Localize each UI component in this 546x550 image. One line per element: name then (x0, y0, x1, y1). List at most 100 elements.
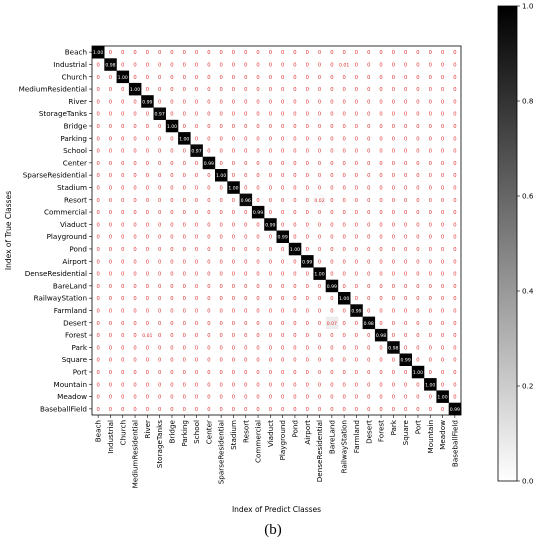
cell-value-label: 0 (121, 173, 124, 179)
cell-value-label: 0 (109, 161, 112, 167)
heatmap-cell (288, 242, 302, 256)
cell-value-label: 0 (146, 87, 149, 93)
cell-value-label: 0 (195, 308, 198, 314)
cell-value-label: 0 (281, 210, 284, 216)
cell-value-label: 0 (330, 407, 333, 413)
cell-value-label: 0 (269, 99, 272, 105)
cell-value-label: 0 (281, 136, 284, 142)
cell-value-label: 0 (318, 62, 321, 68)
cell-value-label: 0.97 (155, 112, 165, 118)
cell-value-label: 0 (256, 284, 259, 290)
cell-value-label: 0 (269, 259, 272, 265)
cell-value-label: 0 (133, 284, 136, 290)
cell-value-label: 0 (392, 161, 395, 167)
cell-value-label: 0 (244, 370, 247, 376)
cell-value-label: 0 (367, 259, 370, 265)
heatmap-cell (104, 58, 117, 71)
cell-value-label: 0 (269, 210, 272, 216)
cell-value-label: 0 (441, 75, 444, 81)
cell-value-label: 0 (256, 247, 259, 253)
cell-value-label: 0 (355, 247, 358, 253)
cell-value-label: 0 (207, 321, 210, 327)
cell-value-label: 0 (219, 382, 222, 388)
x-tick-label: Forest (377, 420, 386, 442)
cell-value-label: 0 (146, 382, 149, 388)
y-tick-label: Farmland (54, 306, 87, 315)
cell-value-label: 0 (318, 284, 321, 290)
cell-value-label: 0 (453, 345, 456, 351)
cell-value-label: 0 (158, 407, 161, 413)
cell-value-label: 0 (355, 333, 358, 339)
cell-value-label: 0 (379, 222, 382, 228)
cell-value-label: 0 (244, 333, 247, 339)
cell-value-label: 0 (306, 124, 309, 130)
cell-value-label: 0 (109, 87, 112, 93)
cell-value-label: 0 (441, 210, 444, 216)
cell-value-label: 0 (232, 247, 235, 253)
cell-value-label: 0 (121, 333, 124, 339)
cell-value-label: 0 (256, 296, 259, 302)
cell-value-label: 0 (109, 185, 112, 191)
cell-value-label: 0 (306, 112, 309, 118)
cell-value-label: 0 (404, 173, 407, 179)
cell-value-label: 0 (318, 222, 321, 228)
cell-value-label: 0 (219, 75, 222, 81)
cell-value-label: 0 (306, 382, 309, 388)
cell-value-label: 0 (429, 272, 432, 278)
cell-value-label: 0 (342, 370, 345, 376)
cell-value-label: 0 (256, 358, 259, 364)
cell-value-label: 0 (244, 62, 247, 68)
cell-value-label: 0 (183, 247, 186, 253)
matrix-frame (91, 45, 462, 416)
cell-value-label: 0 (109, 222, 112, 228)
cell-value-label: 0 (330, 185, 333, 191)
cell-value-label: 0 (170, 272, 173, 278)
cell-value-label: 0 (318, 358, 321, 364)
cell-value-label: 0 (318, 210, 321, 216)
cell-value-label: 0 (146, 112, 149, 118)
cell-value-label: 0 (281, 259, 284, 265)
cell-value-label: 0 (195, 161, 198, 167)
cell-value-label: 0 (244, 296, 247, 302)
cell-value-label: 0 (170, 173, 173, 179)
cell-value-label: 0 (195, 321, 198, 327)
cell-value-label: 0 (281, 284, 284, 290)
heatmap-cell (338, 58, 351, 71)
heatmap-cell (325, 316, 339, 330)
cell-value-label: 0 (453, 382, 456, 388)
cell-value-label: 0 (207, 395, 210, 401)
cell-value-label: 0 (281, 321, 284, 327)
cell-value-label: 0 (367, 247, 370, 253)
cell-value-label: 0 (146, 370, 149, 376)
cell-value-label: 0 (392, 222, 395, 228)
cell-value-label: 0 (293, 296, 296, 302)
cell-value-label: 0 (379, 259, 382, 265)
cell-value-label: 0.98 (388, 345, 398, 351)
cell-value-label: 0 (330, 75, 333, 81)
cell-value-label: 0 (269, 407, 272, 413)
cell-value-label: 0 (441, 222, 444, 228)
cell-value-label: 0 (170, 321, 173, 327)
cell-value-label: 0 (367, 112, 370, 118)
cell-value-label: 0 (293, 345, 296, 351)
cell-value-label: 0 (392, 75, 395, 81)
cell-value-label: 0 (244, 112, 247, 118)
cell-value-label: 0 (342, 321, 345, 327)
cell-value-label: 0 (170, 222, 173, 228)
cell-value-label: 0.99 (142, 99, 152, 105)
cell-value-label: 0 (195, 99, 198, 105)
cell-value-label: 0 (219, 149, 222, 155)
cell-value-label: 0 (232, 284, 235, 290)
heatmap-cell (448, 402, 462, 416)
cell-value-label: 0 (293, 112, 296, 118)
cell-value-label: 0 (195, 185, 198, 191)
y-tick-label: Meadow (57, 392, 87, 401)
cell-value-label: 0 (158, 259, 161, 265)
cell-value-label: 0 (244, 235, 247, 241)
cell-value-label: 0 (195, 62, 198, 68)
cell-value-label: 0 (330, 308, 333, 314)
cell-value-label: 0 (453, 198, 456, 204)
y-tick-label: Industrial (53, 60, 87, 69)
y-tick-label: Parking (60, 134, 87, 143)
cell-value-label: 0 (429, 62, 432, 68)
